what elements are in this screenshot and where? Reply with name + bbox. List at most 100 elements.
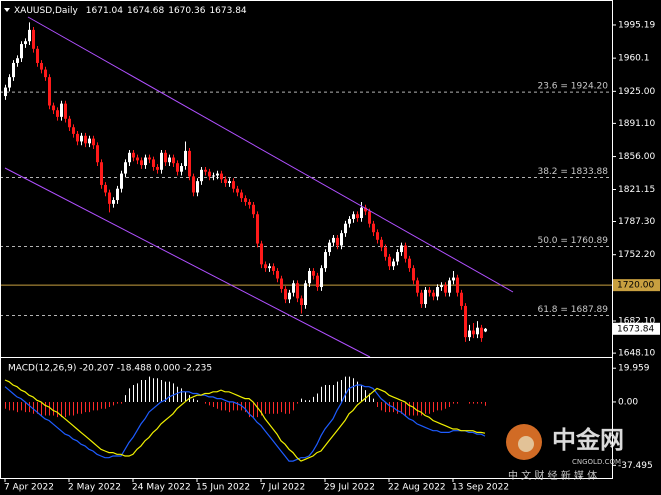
candle-body — [308, 270, 311, 284]
candle-body — [40, 62, 43, 70]
candle-body — [324, 252, 327, 269]
candle-body — [248, 201, 251, 205]
candle-body — [432, 292, 435, 297]
candle-body — [236, 188, 239, 193]
candle-body — [396, 252, 399, 262]
macd-line — [4, 379, 486, 462]
candle-body — [368, 211, 371, 224]
candle-body — [280, 278, 283, 289]
candle-body — [296, 283, 299, 299]
x-tick-label: 7 Jul 2022 — [260, 483, 305, 493]
candle-body — [244, 198, 247, 202]
logo-slogan: 中 文 财 经 新 媒 体 — [508, 469, 597, 482]
candle-body — [44, 69, 47, 78]
y-tick-label: 19.959 — [618, 364, 650, 374]
candle-body — [72, 127, 75, 134]
candle-body — [352, 214, 355, 219]
low: 1670.36 — [168, 6, 205, 16]
logo-name: 中金网 — [552, 426, 624, 454]
candle-body — [52, 105, 55, 111]
candle-body — [64, 103, 67, 119]
macd-line — [4, 384, 486, 462]
candle-body — [420, 292, 423, 305]
candle-body — [112, 200, 115, 204]
candle-body — [68, 118, 71, 128]
candle-body — [12, 62, 15, 78]
candle-body — [252, 204, 255, 215]
candle-body — [212, 175, 215, 177]
x-tick-label: 24 May 2022 — [132, 483, 191, 493]
y-tick-label: 1925.00 — [618, 87, 655, 97]
candle-body — [184, 150, 187, 167]
candle-body — [208, 171, 211, 177]
hline-label-box — [613, 279, 660, 292]
candle-body — [224, 179, 227, 184]
candle-body — [300, 298, 303, 306]
y-tick-label: 0.00 — [618, 397, 638, 407]
y-tick-label: -37.495 — [618, 461, 653, 471]
macd-panel — [4, 376, 486, 462]
logo-site: CNGOLD.COM — [572, 458, 621, 466]
candle-body — [336, 237, 339, 246]
candle-body — [400, 245, 403, 253]
candle-body — [292, 283, 295, 293]
candle-body — [332, 237, 335, 243]
candle-body — [148, 157, 151, 160]
high: 1674.68 — [127, 6, 164, 16]
fib-label: 23.6 = 1924.20 — [537, 82, 608, 92]
candle-body — [216, 173, 219, 176]
y-tick-label: 1960.1 — [618, 54, 650, 64]
x-tick-label: 22 Aug 2022 — [388, 483, 446, 493]
candle-body — [116, 188, 119, 201]
logo-inner — [518, 436, 534, 452]
candle-body — [460, 292, 463, 306]
candle-body — [404, 245, 407, 259]
x-tick-label: 7 Apr 2022 — [4, 483, 54, 493]
symbol: XAUUSD,Daily — [14, 6, 78, 16]
candle-body — [24, 41, 27, 45]
x-tick-label: 29 Jul 2022 — [324, 483, 375, 493]
candle-body — [408, 258, 411, 269]
candle-body — [240, 192, 243, 199]
candle-body — [16, 58, 19, 63]
candle-body — [316, 275, 319, 288]
macd-title: MACD(12,26,9) -20.207 -18.488 0.000 -2.2… — [8, 364, 212, 374]
candle-body — [412, 268, 415, 281]
candle-body — [348, 218, 351, 224]
candle-body — [276, 270, 279, 279]
candle-body — [200, 169, 203, 182]
hline-label: 1720.00 — [617, 281, 654, 291]
channel-line — [27, 16, 514, 293]
y-tick-label: 1995.19 — [618, 20, 655, 30]
candle-body — [364, 207, 367, 212]
candle-body — [392, 261, 395, 267]
candle-body — [384, 247, 387, 257]
candle-body — [124, 162, 127, 174]
candle-body — [176, 163, 179, 172]
candle-body — [484, 328, 487, 332]
channel-line — [4, 167, 371, 358]
candle-body — [468, 330, 471, 338]
candle-body — [472, 330, 475, 335]
candle-body — [448, 280, 451, 293]
candle-body — [128, 152, 131, 163]
candle-body — [304, 283, 307, 306]
candle-body — [356, 214, 359, 219]
candle-body — [92, 138, 95, 146]
candle-body — [376, 232, 379, 240]
fib-label: 38.2 = 1833.88 — [537, 167, 608, 177]
price-panel: 23.6 = 1924.20 38.2 = 1833.88 50.0 = 1760.… — [0, 22, 612, 342]
candle-body — [268, 266, 271, 269]
candle-body — [104, 184, 107, 193]
open: 1671.04 — [86, 6, 123, 16]
candle-body — [264, 264, 267, 269]
candle-body — [80, 135, 83, 142]
candle-body — [312, 270, 315, 276]
header: XAUUSD,Daily 1671.04 1674.68 1670.36 1673.84 — [14, 6, 247, 16]
close: 1673.84 — [209, 6, 246, 16]
candle-body — [416, 280, 419, 293]
x-tick-label: 15 Jun 2022 — [196, 483, 250, 493]
candle-body — [204, 169, 207, 172]
